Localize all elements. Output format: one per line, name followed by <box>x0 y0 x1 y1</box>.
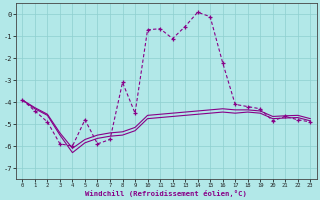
X-axis label: Windchill (Refroidissement éolien,°C): Windchill (Refroidissement éolien,°C) <box>85 190 247 197</box>
